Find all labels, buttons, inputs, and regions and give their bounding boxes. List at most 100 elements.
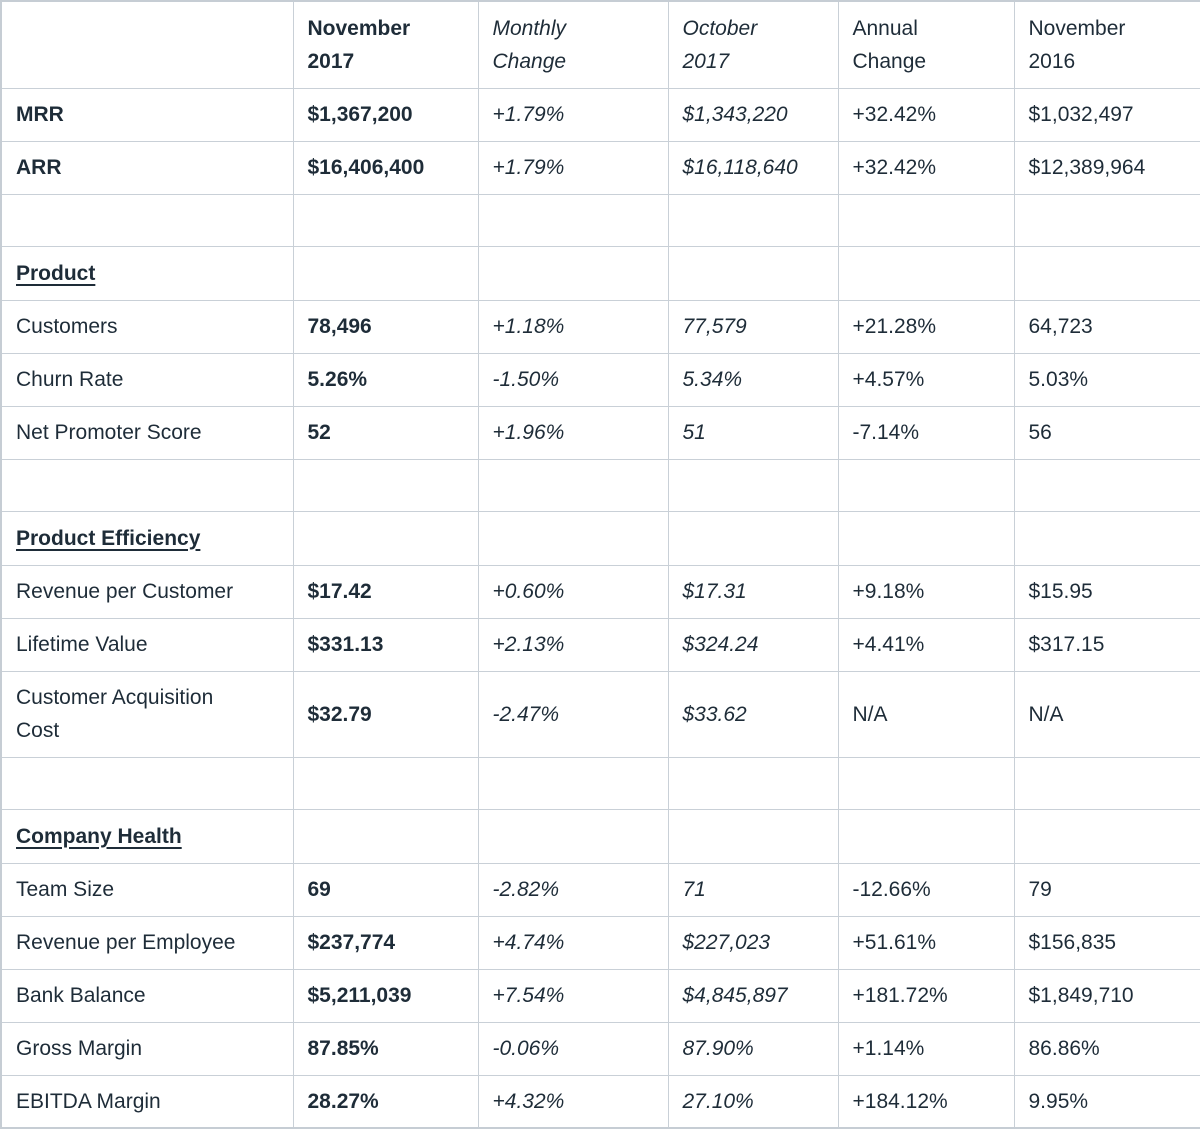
column-header-label (0, 0, 294, 89)
cell-monthly-change: +1.96% (477, 405, 669, 460)
cell-oct-2017 (667, 245, 839, 301)
cell-oct-2017 (667, 808, 839, 864)
cell-oct-2017: $17.31 (667, 564, 839, 619)
cell-nov-2016: 9.95% (1013, 1074, 1200, 1129)
row-label: Gross Margin (16, 1037, 143, 1060)
table-row: Customer Acquisition Cost $32.79 -2.47% $33.… (0, 670, 1200, 758)
header-row: November 2017 Monthly Change October 2017 Annu… (0, 0, 1200, 89)
spacer-row (0, 193, 1200, 247)
section-label-cell: Product (0, 245, 294, 301)
cell-nov-2016: N/A (1013, 670, 1200, 758)
cell-oct-2017: 77,579 (667, 299, 839, 354)
section-title: Product Efficiency (16, 526, 201, 550)
column-header-oct-2017: October 2017 (667, 0, 839, 89)
cell-oct-2017: 51 (667, 405, 839, 460)
cell-annual-change: +32.42% (837, 87, 1015, 142)
cell-nov-2017: $32.79 (292, 670, 479, 758)
cell-nov-2016 (1013, 193, 1200, 247)
cell-oct-2017: $16,118,640 (667, 140, 839, 195)
cell-annual-change: +4.57% (837, 352, 1015, 407)
table-row: MRR $1,367,200 +1.79% $1,343,220 +32.42% $1,0… (0, 87, 1200, 142)
cell-nov-2017 (292, 193, 479, 247)
row-label: Bank Balance (16, 984, 146, 1007)
cell-annual-change: +32.42% (837, 140, 1015, 195)
cell-monthly-change: +4.32% (477, 1074, 669, 1129)
spacer-row (0, 756, 1200, 810)
table-row: EBITDA Margin 28.27% +4.32% 27.10% +184.12% 9… (0, 1074, 1200, 1129)
row-label: ARR (16, 156, 62, 179)
cell-annual-change (837, 808, 1015, 864)
row-label-cell: ARR (0, 140, 294, 195)
cell-nov-2017 (292, 245, 479, 301)
cell-nov-2016: 64,723 (1013, 299, 1200, 354)
column-header-label: 2016 (1028, 49, 1076, 73)
table-row: Lifetime Value $331.13 +2.13% $324.24 +4.41%… (0, 617, 1200, 672)
row-label-cell: EBITDA Margin (0, 1074, 294, 1129)
cell-monthly-change (477, 245, 669, 301)
row-label: MRR (16, 103, 64, 126)
column-header-label: Change (852, 49, 927, 73)
cell-oct-2017: $324.24 (667, 617, 839, 672)
column-header-label: 2017 (307, 49, 355, 73)
cell-oct-2017: $4,845,897 (667, 968, 839, 1023)
cell-oct-2017 (667, 510, 839, 566)
cell-nov-2017: 52 (292, 405, 479, 460)
column-header-label: 2017 (682, 49, 730, 73)
cell-annual-change: -12.66% (837, 862, 1015, 917)
cell-nov-2017: 28.27% (292, 1074, 479, 1129)
cell-oct-2017: 71 (667, 862, 839, 917)
column-header-label: Change (492, 49, 567, 73)
cell-oct-2017 (667, 458, 839, 512)
section-row: Product Efficiency (0, 510, 1200, 566)
cell-monthly-change: -2.47% (477, 670, 669, 758)
cell-annual-change: +184.12% (837, 1074, 1015, 1129)
cell-monthly-change: +0.60% (477, 564, 669, 619)
cell-nov-2017 (292, 808, 479, 864)
cell-monthly-change: +1.18% (477, 299, 669, 354)
cell-nov-2016: 5.03% (1013, 352, 1200, 407)
table-row: Gross Margin 87.85% -0.06% 87.90% +1.14% 86.8… (0, 1021, 1200, 1076)
cell-annual-change: +21.28% (837, 299, 1015, 354)
cell-nov-2017: $237,774 (292, 915, 479, 970)
cell-oct-2017: $227,023 (667, 915, 839, 970)
cell-nov-2016 (1013, 808, 1200, 864)
cell-nov-2017: $1,367,200 (292, 87, 479, 142)
cell-nov-2017: 87.85% (292, 1021, 479, 1076)
table-row: Net Promoter Score 52 +1.96% 51 -7.14% 56 (0, 405, 1200, 460)
metrics-table-header: November 2017 Monthly Change October 2017 Annu… (0, 0, 1200, 89)
cell-annual-change: +4.41% (837, 617, 1015, 672)
column-header-label: Annual (852, 16, 918, 40)
cell-annual-change (837, 510, 1015, 566)
row-label: Revenue per Employee (16, 931, 236, 954)
cell-nov-2016: $12,389,964 (1013, 140, 1200, 195)
cell-annual-change (837, 193, 1015, 247)
cell-nov-2017: $5,211,039 (292, 968, 479, 1023)
row-label-cell: Revenue per Customer (0, 564, 294, 619)
cell-monthly-change: +2.13% (477, 617, 669, 672)
section-title: Company Health (16, 824, 182, 848)
row-label: Team Size (16, 878, 115, 901)
cell-nov-2017 (292, 756, 479, 810)
section-row: Product (0, 245, 1200, 301)
section-row: Company Health (0, 808, 1200, 864)
cell-monthly-change (477, 808, 669, 864)
cell-nov-2016: 86.86% (1013, 1021, 1200, 1076)
column-header-monthly-change: Monthly Change (477, 0, 669, 89)
row-label-cell: Revenue per Employee (0, 915, 294, 970)
cell-monthly-change: +1.79% (477, 140, 669, 195)
section-title: Product (16, 261, 96, 285)
cell-annual-change (837, 245, 1015, 301)
cell-monthly-change: -0.06% (477, 1021, 669, 1076)
column-header-nov-2017: November 2017 (292, 0, 479, 89)
cell-nov-2017 (292, 458, 479, 512)
row-label-cell: Bank Balance (0, 968, 294, 1023)
row-label-cell (0, 458, 294, 512)
cell-annual-change: -7.14% (837, 405, 1015, 460)
cell-nov-2016: $317.15 (1013, 617, 1200, 672)
table-row: Churn Rate 5.26% -1.50% 5.34% +4.57% 5.03% (0, 352, 1200, 407)
cell-monthly-change (477, 193, 669, 247)
column-header-annual-change: Annual Change (837, 0, 1015, 89)
cell-monthly-change: -2.82% (477, 862, 669, 917)
cell-annual-change: +1.14% (837, 1021, 1015, 1076)
cell-nov-2017: 78,496 (292, 299, 479, 354)
